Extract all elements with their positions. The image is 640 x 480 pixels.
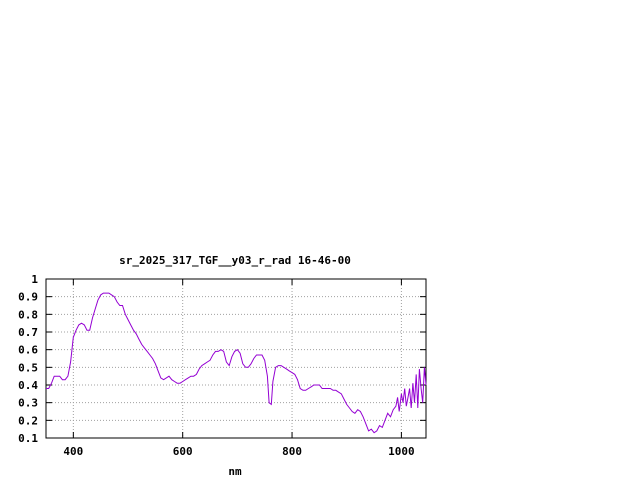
- plot-frame: [45, 278, 427, 439]
- y-tick-label: 0.8: [18, 308, 38, 321]
- y-tick-label: 0.4: [18, 379, 38, 392]
- y-tick-label: 0.1: [18, 432, 38, 445]
- x-tick-label: 1000: [388, 445, 415, 458]
- y-tick-label: 0.6: [18, 344, 38, 357]
- y-tick-label: 0.3: [18, 397, 38, 410]
- series-line: [46, 292, 427, 434]
- grid-lines: [46, 278, 426, 439]
- x-tick-label: 400: [63, 445, 83, 458]
- y-tick-label: 0.7: [18, 326, 38, 339]
- y-tick-label: 0.5: [18, 361, 38, 374]
- x-tick-label: 800: [282, 445, 302, 458]
- y-tick-label: 0.9: [18, 291, 38, 304]
- y-tick-label: 0.2: [18, 414, 38, 427]
- chart-title: sr_2025_317_TGF__y03_r_rad 16-46-00: [119, 254, 351, 267]
- axis-ticks: [46, 278, 426, 439]
- x-tick-label: 600: [173, 445, 193, 458]
- y-tick-label: 1: [31, 273, 38, 286]
- tick-labels: 400 600 800 1000 0.1 0.2 0.3 0.4 0.5 0.6 0.7 0.8 0.9…: [18, 273, 415, 458]
- x-axis-label: nm: [228, 465, 242, 478]
